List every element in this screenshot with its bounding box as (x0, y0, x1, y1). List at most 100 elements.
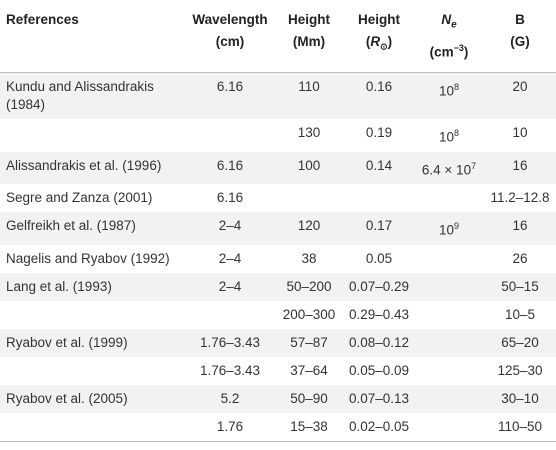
table-row: Ryabov et al. (2005) 5.2 50–90 0.07–0.13 30–… (0, 384, 556, 413)
table-cell: 0.02–0.05 (344, 412, 414, 442)
cell-text: 16 (512, 218, 528, 234)
cell-text: 57–87 (290, 334, 328, 350)
table-cell: 109 (414, 212, 484, 245)
table-cell: 6.4 × 107 (414, 152, 484, 185)
cell-text: 1.76–3.43 (199, 362, 261, 378)
cell-text: 120 (297, 218, 321, 234)
table-cell: Kundu and Alissandrakis (1984) (0, 73, 186, 120)
cell-text: 6.16 (216, 190, 244, 206)
table-cell: 110–50 (484, 412, 556, 442)
cell-text: 2–4 (218, 218, 242, 234)
cell-text: 110 (298, 79, 320, 95)
cell-text: Alissandrakis et al. (1996) (6, 157, 162, 173)
table-cell: 37–64 (274, 357, 344, 385)
table-row: 1.76 15–38 0.02–0.05 110–50 (0, 412, 556, 442)
text-run: (cm (429, 44, 454, 60)
table-cell: 120 (274, 212, 344, 245)
cell-text: 0.14 (365, 157, 393, 173)
cell-text: 6.16 (216, 157, 244, 173)
cell-text: 30–10 (501, 390, 539, 406)
text-run: 8 (454, 82, 460, 93)
cell-text: Ryabov et al. (1999) (6, 334, 128, 350)
table-cell: 2–4 (186, 273, 274, 301)
cell-text: Wavelength (192, 12, 268, 27)
table-cell: 0.07–0.13 (344, 385, 414, 413)
column-header: B (G) (484, 0, 556, 74)
cell-text: 26 (512, 250, 528, 266)
table-cell: 0.07–0.29 (344, 273, 414, 301)
table-row: Nagelis and Ryabov (1992) 2–4 38 0.05 26 (0, 245, 556, 273)
cell-text: 38 (301, 250, 317, 266)
cell-text: 6.16 (216, 79, 244, 95)
table-cell: 200–300 (274, 301, 344, 329)
table-cell: 16 (484, 152, 556, 185)
cell-text: 65–20 (501, 334, 539, 350)
table-cell (274, 184, 344, 212)
table-row: Lang et al. (1993) 2–4 50–200 0.07–0.29 50–1… (0, 272, 556, 301)
table-cell: 0.14 (344, 152, 414, 185)
table-cell: Ryabov et al. (1999) (0, 329, 186, 357)
table-cell: 10–5 (484, 301, 556, 329)
cell-text: 10–5 (504, 306, 536, 322)
table-cell: 0.05 (344, 245, 414, 273)
table-cell: 16 (484, 212, 556, 245)
cell-text: 2–4 (218, 250, 242, 266)
cell-text: 11.2–12.8 (490, 190, 550, 206)
table-cell: 0.16 (344, 73, 414, 120)
table-cell (186, 119, 274, 152)
table-cell: 6.16 (186, 184, 274, 212)
table-cell (414, 329, 484, 357)
table-row: 130 0.19 108 10 (0, 119, 556, 152)
table-cell: 0.17 (344, 212, 414, 245)
text-run: ⊙ (380, 41, 388, 52)
cell-text: Height (288, 12, 330, 27)
cell-text: 0.19 (365, 125, 393, 141)
cell-text: 125–30 (497, 362, 543, 378)
cell-text: 130 (297, 125, 321, 141)
cell-text: 0.08–0.12 (348, 334, 410, 350)
table-cell: 30–10 (484, 385, 556, 413)
cell-text: 0.05 (365, 250, 393, 266)
table-cell: 130 (274, 119, 344, 152)
table-cell (414, 301, 484, 329)
cell-text: 50–15 (501, 278, 539, 294)
cell-text: Ryabov et al. (2005) (6, 390, 128, 406)
table-cell: 38 (274, 245, 344, 273)
column-header: Ne (cm−3) (414, 0, 484, 74)
text-run: e (451, 19, 457, 31)
cell-text: (G) (510, 34, 530, 49)
cell-text: 0.29–0.43 (348, 306, 410, 322)
text-run: ( (365, 34, 371, 49)
table-cell: 100 (274, 152, 344, 185)
table-cell: Segre and Zanza (2001) (0, 184, 186, 212)
table-cell: 108 (414, 73, 484, 120)
table-row: 1.76–3.43 37–64 0.05–0.09 125–30 (0, 357, 556, 385)
text-run: 10 (438, 83, 454, 99)
table-cell: Nagelis and Ryabov (1992) (0, 245, 186, 273)
text-run: N (441, 12, 452, 27)
cell-text: Nagelis and Ryabov (1992) (6, 250, 170, 266)
cell-text: 37–64 (290, 362, 328, 378)
table-cell: 110 (274, 73, 344, 120)
text-run: 9 (454, 221, 460, 232)
table-row: Ryabov et al. (1999) 1.76–3.43 57–87 0.08–0… (0, 328, 556, 357)
cell-text: 1.76 (216, 418, 244, 434)
cell-text: 0.07–0.13 (348, 390, 410, 406)
table-cell (414, 184, 484, 212)
table-cell: Gelfreikh et al. (1987) (0, 212, 186, 245)
table-cell: 0.08–0.12 (344, 329, 414, 357)
cell-text: 10 (512, 125, 528, 141)
table-cell: 15–38 (274, 412, 344, 442)
table-cell (414, 412, 484, 442)
cell-text: 110–50 (497, 418, 543, 434)
table-cell: 50–90 (274, 385, 344, 413)
table-cell: Ryabov et al. (2005) (0, 385, 186, 413)
column-header: Height (Mm) (274, 0, 344, 74)
table-row: Gelfreikh et al. (1987) 2–4 120 0.17 109 16 (0, 212, 556, 245)
table-cell (0, 412, 186, 442)
cell-text: Lang et al. (1993) (6, 278, 112, 294)
cell-text: Kundu and Alissandrakis (1984) (6, 79, 154, 113)
text-run: 7 (471, 160, 477, 171)
table-cell: Alissandrakis et al. (1996) (0, 152, 186, 185)
table-cell (186, 301, 274, 329)
